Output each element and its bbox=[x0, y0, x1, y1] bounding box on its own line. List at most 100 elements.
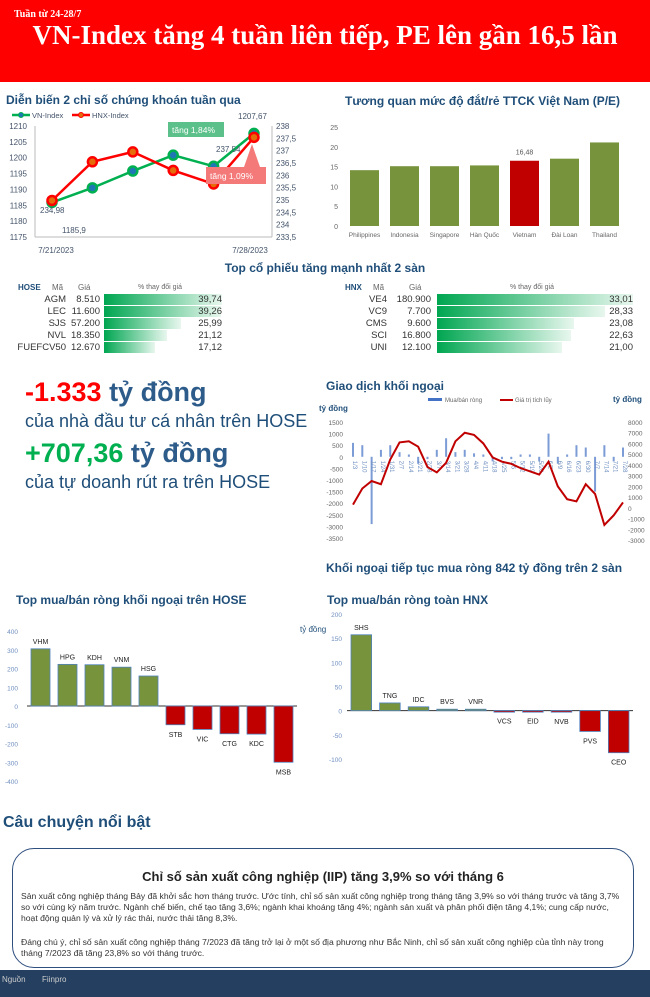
data-point bbox=[86, 182, 99, 194]
net-bar bbox=[566, 454, 569, 457]
hose-gainers-table: HOSE Mã Giá % thay đổi giá AGM 8.510 39,74 LEC 1… bbox=[0, 282, 325, 357]
stock-price: 18.350 bbox=[70, 330, 100, 341]
annotation-box-vn bbox=[168, 122, 224, 137]
bar-MSB bbox=[273, 705, 294, 763]
stock-code: AGM bbox=[44, 294, 66, 305]
bar-SHS bbox=[350, 634, 373, 712]
net-bar bbox=[575, 445, 578, 457]
bar-label: HSG bbox=[141, 666, 156, 673]
x-tick-label: 5/26 bbox=[537, 461, 543, 473]
top-gainers-title: Top cổ phiếu tăng mạnh nhất 2 sàn bbox=[224, 261, 426, 275]
x-tick-label: 6/9 bbox=[556, 461, 562, 470]
foreign-trading-chart: tỷ đồng tỷ đồng Mua/bán ròng Giá trị tích l… bbox=[319, 395, 645, 545]
net-bar bbox=[510, 456, 513, 460]
hnx-gainers-table: HNX Mã Giá % thay đổi giá VE4 180.900 33,01 VC9… bbox=[325, 282, 650, 357]
data-point bbox=[46, 194, 58, 207]
y-tick-label: -300 bbox=[5, 760, 18, 767]
x-tick-label: 6/23 bbox=[574, 461, 580, 473]
net-bar bbox=[491, 456, 494, 462]
bar-KDC bbox=[246, 705, 267, 735]
annotation-pointer bbox=[244, 144, 260, 167]
stock-price: 57.200 bbox=[70, 318, 100, 329]
bar-HSG bbox=[138, 675, 159, 707]
stock-code: SJS bbox=[48, 318, 66, 329]
x-tick-label: Đài Loan bbox=[551, 232, 577, 239]
stock-code: SCI bbox=[371, 330, 387, 341]
bar-label: EID bbox=[527, 719, 539, 726]
bar-label: IDC bbox=[412, 697, 424, 704]
hose-net-title: Top mua/bán ròng khối ngoại trên HOSE bbox=[16, 593, 247, 607]
bar-VCS bbox=[493, 710, 516, 713]
bar-TNG bbox=[379, 702, 401, 712]
data-label: 234,98 bbox=[40, 206, 65, 215]
stock-code: UNI bbox=[370, 342, 387, 353]
bar-VHM bbox=[30, 648, 51, 707]
y-tick-label: -3000 bbox=[326, 524, 343, 531]
change-label: 28,33 bbox=[609, 306, 633, 317]
bar-Hàn Quốc bbox=[470, 165, 499, 226]
x-tick-label: 7/21 bbox=[612, 461, 618, 473]
bar-Đài Loan bbox=[550, 158, 579, 226]
x-tick-label: 3/21 bbox=[453, 461, 459, 473]
bar-label: NVB bbox=[554, 719, 569, 726]
y-tick-label: -1500 bbox=[326, 490, 343, 497]
y-tick-label: -3500 bbox=[326, 536, 343, 543]
individual-desc: của nhà đầu tư cá nhân trên HOSE bbox=[25, 411, 308, 431]
y2-tick-label: 235,5 bbox=[276, 184, 297, 193]
exchange-label: HNX bbox=[345, 283, 362, 292]
individual-unit: tỷ đồng bbox=[101, 377, 207, 407]
x-tick-label: 4/4 bbox=[472, 461, 478, 470]
y2-tick-label: 8000 bbox=[628, 420, 643, 427]
y-tick-label: 0 bbox=[339, 455, 343, 462]
y-tick-label: -200 bbox=[5, 742, 18, 749]
y2-tick-label: 233,5 bbox=[276, 233, 297, 242]
y-tick-label: 500 bbox=[332, 443, 343, 450]
index-line-chart: 1175 1180 1185 1190 1195 1200 1205 1210 233,5 234… bbox=[9, 111, 297, 255]
index-chart-title: Diễn biến 2 chỉ số chứng khoán tuần qua bbox=[6, 93, 241, 107]
header-banner: Tuần từ 24-28/7 VN-Index tăng 4 tuần liê… bbox=[0, 0, 650, 82]
annotation-hnx: tăng 1,09% bbox=[210, 171, 253, 181]
bar-KDH bbox=[84, 664, 105, 707]
y-tick-label: -100 bbox=[5, 723, 18, 730]
y-tick-label: 0 bbox=[14, 704, 18, 711]
y-tick-label: 400 bbox=[7, 629, 18, 636]
bar-label: PVS bbox=[583, 738, 597, 745]
x-tick-label: 7/7 bbox=[593, 461, 599, 470]
x-tick-label: 7/14 bbox=[602, 461, 608, 473]
stock-price: 16.800 bbox=[401, 330, 431, 341]
y-tick-label: -2000 bbox=[326, 501, 343, 508]
bar-Vietnam bbox=[510, 160, 539, 226]
y2-tick-label: 2000 bbox=[628, 484, 643, 491]
net-bar bbox=[454, 452, 457, 457]
net-bar bbox=[584, 447, 587, 457]
stock-price: 12.100 bbox=[401, 342, 431, 353]
change-label: 21,12 bbox=[198, 330, 222, 341]
net-bar bbox=[361, 445, 364, 457]
story-paragraph-1: Sản xuất công nghiệp tháng Bảy đã khởi s… bbox=[21, 891, 620, 923]
bar-PVS bbox=[579, 710, 601, 732]
net-bar bbox=[547, 433, 550, 457]
stock-code: CMS bbox=[365, 318, 387, 329]
stock-price: 11.600 bbox=[71, 306, 100, 317]
data-label: 1207,67 bbox=[238, 112, 267, 121]
page-title: VN-Index tăng 4 tuần liên tiếp, PE lên g… bbox=[32, 20, 618, 50]
change-bar bbox=[437, 294, 633, 305]
story-paragraph-2: Đáng chú ý, chỉ số sản xuất công nghiệp … bbox=[21, 937, 604, 958]
x-tick-label: 7/28/2023 bbox=[232, 246, 268, 255]
bar-label: KDC bbox=[249, 741, 264, 748]
y-tick-label: 300 bbox=[7, 648, 18, 655]
bar-CEO bbox=[607, 710, 630, 754]
foreign-chart-title: Giao dịch khối ngoại bbox=[326, 379, 445, 393]
change-label: 21,00 bbox=[609, 342, 633, 353]
change-bar bbox=[104, 342, 155, 353]
y2-tick-label: 234,5 bbox=[276, 208, 297, 217]
y-axis-title: tỷ đồng bbox=[300, 625, 326, 634]
x-tick-label: 5/12 bbox=[519, 461, 525, 473]
net-bar bbox=[538, 456, 541, 462]
legend-marker bbox=[78, 112, 84, 118]
bar-label: MSB bbox=[276, 769, 292, 776]
bar-Philippines bbox=[350, 170, 379, 226]
stock-code: FUEFCV50 bbox=[17, 342, 66, 353]
bar-EID bbox=[522, 710, 544, 713]
net-bar bbox=[417, 456, 420, 464]
